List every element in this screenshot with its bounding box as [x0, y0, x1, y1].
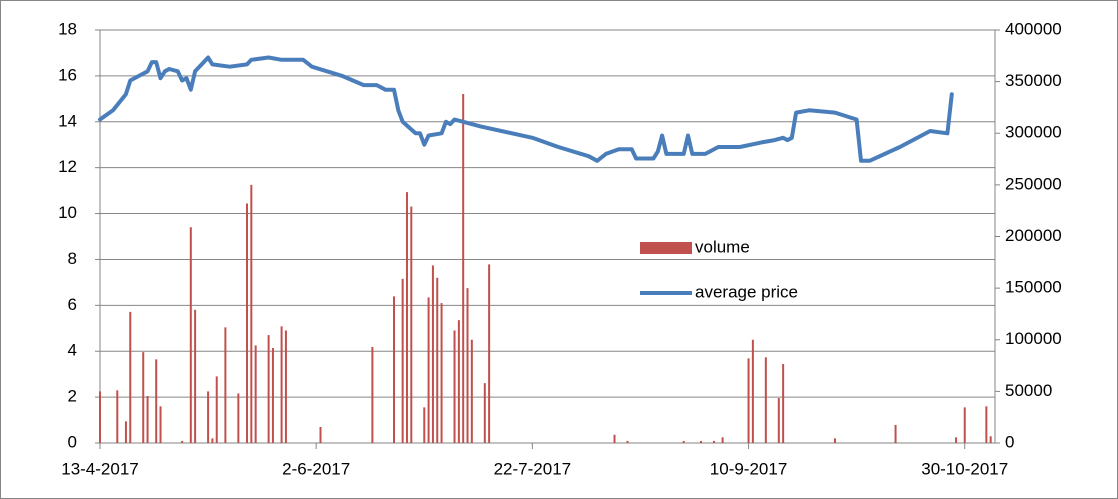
bar — [250, 184, 253, 443]
bar — [284, 330, 287, 443]
bar — [453, 330, 456, 443]
bar — [181, 440, 184, 443]
bar — [747, 358, 750, 443]
bar — [712, 440, 715, 443]
legend-label: volume — [695, 237, 750, 256]
bar — [401, 278, 404, 443]
x-tick-label: 2-6-2017 — [282, 459, 350, 478]
y2-tick-label: 300000 — [1005, 123, 1062, 142]
y-tick-label: 10 — [58, 203, 77, 222]
x-tick-label: 22-7-2017 — [494, 459, 572, 478]
bar — [782, 364, 785, 443]
bar — [466, 288, 469, 443]
bar — [405, 192, 408, 443]
bar — [189, 227, 192, 443]
bar — [955, 437, 958, 443]
bar — [371, 346, 374, 443]
bar — [410, 206, 413, 443]
bar — [470, 339, 473, 443]
bar — [211, 438, 214, 443]
y2-tick-label: 250000 — [1005, 174, 1062, 193]
bar — [682, 440, 685, 443]
bar — [237, 393, 240, 443]
y2-tick-label: 200000 — [1005, 226, 1062, 245]
bar — [319, 426, 322, 443]
bar — [224, 327, 227, 443]
bar — [207, 391, 210, 443]
bar — [989, 436, 992, 443]
y2-tick-label: 50000 — [1005, 381, 1052, 400]
bar — [894, 424, 897, 443]
y-tick-label: 4 — [68, 341, 77, 360]
y-tick-label: 16 — [58, 65, 77, 84]
bar — [246, 203, 249, 443]
x-tick-label: 13-4-2017 — [61, 459, 139, 478]
x-tick-label: 30-10-2017 — [921, 459, 1008, 478]
y-tick-label: 14 — [58, 111, 77, 130]
bar — [985, 406, 988, 443]
bar — [721, 437, 724, 443]
bar — [626, 440, 629, 443]
bar — [155, 359, 158, 443]
y-tick-label: 18 — [58, 19, 77, 38]
bar — [215, 376, 218, 443]
bar — [254, 345, 257, 443]
y-tick-label: 6 — [68, 295, 77, 314]
bar — [764, 357, 767, 443]
bar — [142, 352, 145, 443]
bar — [280, 326, 283, 443]
y2-tick-label: 350000 — [1005, 71, 1062, 90]
x-tick-label: 10-9-2017 — [710, 459, 788, 478]
bar — [159, 406, 162, 443]
legend-swatch — [640, 242, 692, 254]
y-tick-label: 2 — [68, 387, 77, 406]
line — [98, 55, 954, 163]
y-tick-label: 12 — [58, 157, 77, 176]
y2-tick-label: 0 — [1005, 432, 1014, 451]
y-tick-label: 8 — [68, 249, 77, 268]
bar — [427, 297, 430, 443]
bar — [613, 434, 616, 443]
bar — [488, 264, 491, 443]
bar — [751, 339, 754, 443]
bar — [267, 335, 270, 443]
y2-tick-label: 150000 — [1005, 278, 1062, 297]
bar — [99, 391, 101, 443]
bar — [124, 421, 127, 443]
bar — [462, 94, 465, 443]
bar — [146, 396, 149, 443]
bar — [440, 303, 443, 443]
bar — [393, 296, 396, 443]
bar — [436, 277, 439, 443]
bar — [834, 438, 837, 443]
legend-label: average price — [695, 282, 798, 301]
y2-tick-label: 100000 — [1005, 329, 1062, 348]
bar — [271, 348, 274, 443]
bar — [431, 265, 434, 443]
bar — [129, 311, 132, 443]
y2-tick-label: 400000 — [1005, 19, 1062, 38]
bar — [777, 398, 780, 443]
bar — [423, 407, 426, 443]
bar — [116, 390, 119, 443]
bar — [457, 320, 460, 443]
y-tick-label: 0 — [68, 432, 77, 451]
bar — [699, 440, 702, 443]
bar — [194, 309, 197, 443]
bar — [963, 407, 966, 443]
bar — [483, 383, 486, 443]
